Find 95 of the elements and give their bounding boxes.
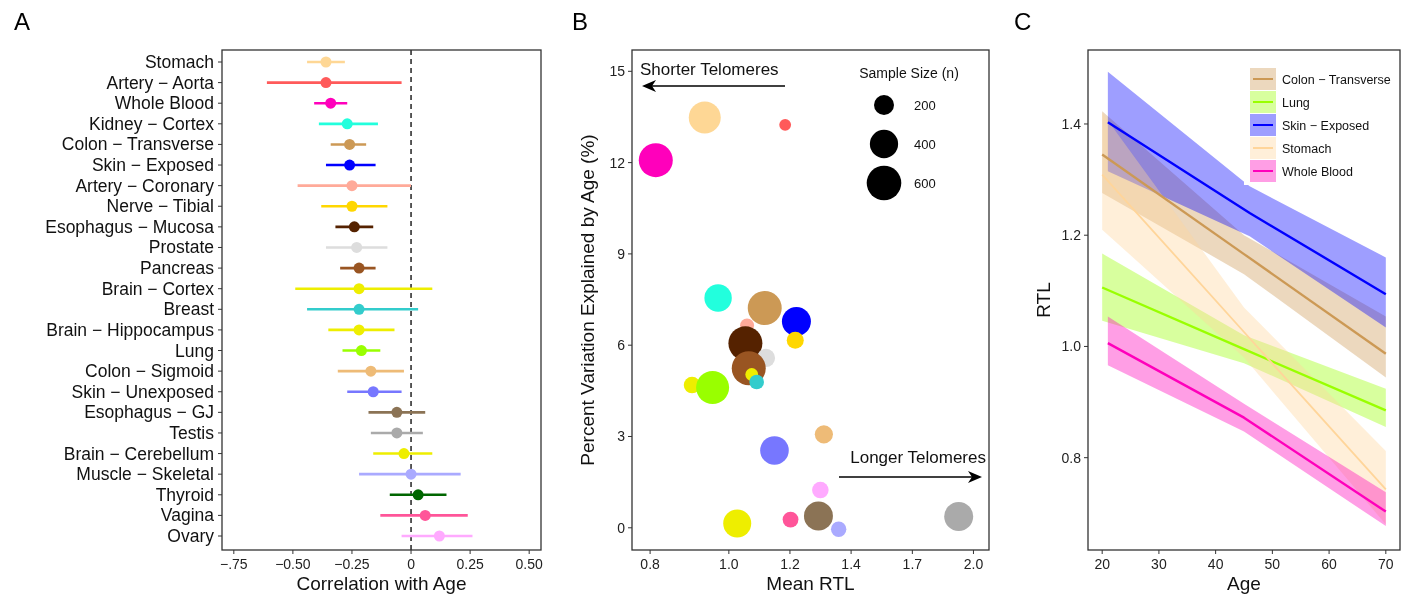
y-axis-title: Percent Variation Explained by Age (%) [577,134,598,466]
x-tick-label: 0.50 [515,556,544,572]
point [325,97,337,109]
y-axis-title: RTL [1033,282,1054,318]
y-tick-label: Prostate [148,237,214,258]
x-tick-label: 2.0 [963,556,984,572]
x-tick-label: 0.25 [456,556,484,572]
x-tick-label: 1.2 [780,556,800,572]
y-tick-label: Muscle − Skeletal [76,464,214,485]
point [367,386,379,398]
y-tick-label: Brain − Cortex [101,278,215,299]
y-tick-label: Lung [175,340,214,361]
x-tick-label: 40 [1207,556,1224,572]
legend-label: 600 [914,176,936,191]
legend-title: Sample Size (n) [859,65,959,81]
y-tick-label: 3 [617,428,626,445]
point [433,530,445,542]
y-tick-label: Vagina [160,505,215,526]
text: A [14,8,31,35]
y-tick-label: 0 [617,519,626,536]
point [353,324,365,336]
point [365,365,377,377]
y-tick-label: 15 [609,63,626,80]
x-axis-title: Age [1227,573,1261,594]
y-tick-label: Brain − Hippocampus [46,319,215,340]
x-tick-label: 1.4 [841,556,862,572]
x-tick-label: 30 [1151,556,1167,572]
y-tick-label: Esophagus − GJ [84,402,214,423]
x-tick-label: 70 [1378,556,1394,572]
x-tick-label: 50 [1264,556,1281,572]
point [353,303,365,315]
y-tick-label: Skin − Unexposed [71,381,214,402]
y-tick-label: Thyroid [155,484,214,505]
y-tick-label: Esophagus − Mucosa [45,216,215,237]
point [353,262,365,274]
point [348,221,360,233]
y-tick-label: Artery − Aorta [106,72,215,93]
chart-title: B [572,8,589,35]
x-tick-label: 0 [407,556,416,572]
point [320,56,332,68]
legend-label: 400 [914,137,936,152]
y-tick-label: Brain − Cerebellum [63,443,214,464]
y-tick-label: Stomach [144,52,214,72]
x-axis-title: Correlation with Age [296,573,467,594]
x-tick-label: 1.0 [719,556,739,572]
legend-label: 200 [914,98,936,113]
y-tick-label: 1.2 [1061,227,1082,244]
y-tick-label: 6 [617,337,626,354]
y-tick-label: 1.4 [1061,115,1082,132]
y-tick-label: Breast [163,299,215,320]
legend-label: Stomach [1282,142,1332,156]
y-tick-label: Kidney − Cortex [89,113,215,134]
annotation: Longer Telomeres [850,448,986,467]
legend-label: Colon − Transverse [1282,73,1391,87]
y-tick-label: Skin − Exposed [91,155,214,176]
y-tick-label: Testis [169,422,215,443]
y-tick-label: Colon − Sigmoid [85,361,214,382]
point [391,406,403,418]
y-tick-label: 0.8 [1061,449,1082,466]
x-tick-label: −0.25 [334,556,370,572]
x-tick-label: 1.7 [902,556,923,572]
chart-title: C [1014,8,1032,35]
point [346,180,358,192]
annotation: Shorter Telomeres [640,60,779,79]
y-tick-label: 1.0 [1061,338,1082,355]
point [346,200,358,212]
x-tick-label: −0.50 [275,556,311,572]
y-tick-label: Pancreas [140,258,215,279]
y-tick-label: 9 [617,245,626,262]
point [351,241,363,253]
point [341,118,353,130]
legend-label: Skin − Exposed [1282,119,1370,133]
point [412,489,424,501]
point [398,448,410,460]
legend-label: Whole Blood [1282,165,1353,179]
y-tick-label: Nerve − Tibial [106,196,214,217]
x-tick-label: 60 [1321,556,1338,572]
point [344,138,356,150]
x-axis-title: Mean RTL [766,573,855,594]
y-tick-label: Artery − Coronary [75,175,215,196]
point [320,77,332,89]
x-tick-label: 0.8 [640,556,661,572]
point [355,345,367,357]
y-tick-label: Whole Blood [114,93,214,114]
point [391,427,403,439]
y-tick-label: Colon − Transverse [61,134,214,155]
point [344,159,356,171]
legend-label: Lung [1282,96,1310,110]
point [405,468,417,480]
y-tick-label: Ovary [167,526,215,546]
x-tick-label: −.75 [219,556,248,572]
point [419,509,431,521]
x-tick-label: 20 [1094,556,1111,572]
point [353,283,365,295]
y-tick-label: 12 [609,154,626,171]
